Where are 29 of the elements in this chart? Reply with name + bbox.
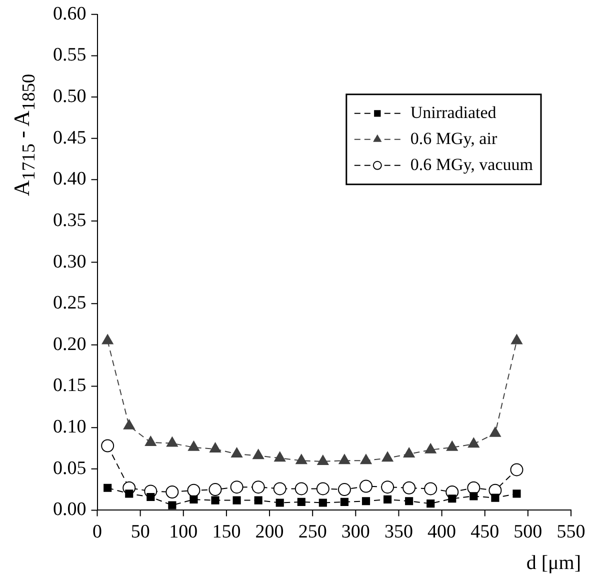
y-tick-label: 0.50 [53,86,86,108]
y-tick-label: 0.25 [53,292,86,314]
y-tick-label: 0.55 [53,44,86,66]
y-tick-label: 0.40 [53,168,86,190]
x-tick-label: 50 [130,522,150,543]
x-tick-label: 250 [298,522,327,543]
y-tick-label: 0.20 [53,334,86,355]
x-tick-label: 300 [341,522,370,543]
legend-label: 0.6 MGy, vacuum [410,154,534,174]
legend-label: Unirradiated [410,102,497,122]
y-tick-label: 0.00 [53,499,86,520]
x-tick-label: 450 [470,522,500,543]
x-axis-title: d [μm] [526,552,581,575]
x-tick-label: 350 [384,522,413,543]
y-tick-label: 0.15 [53,375,86,396]
x-tick-label: 200 [255,522,284,543]
x-tick-label: 150 [212,522,241,543]
y-tick-label: 0.35 [53,210,86,231]
y-tick-label: 0.10 [53,416,86,438]
x-tick-label: 400 [428,522,456,543]
y-tick-label: 0.45 [53,127,86,148]
x-tick-label: 0 [92,522,102,543]
legend-label: 0.6 MGy, air [410,128,498,148]
y-tick-label: 0.60 [53,3,86,24]
y-tick-label: 0.05 [53,458,86,479]
x-tick-label: 550 [556,522,586,543]
y-tick-label: 0.30 [53,251,86,272]
x-tick-label: 100 [169,522,198,543]
x-tick-label: 500 [514,522,542,543]
